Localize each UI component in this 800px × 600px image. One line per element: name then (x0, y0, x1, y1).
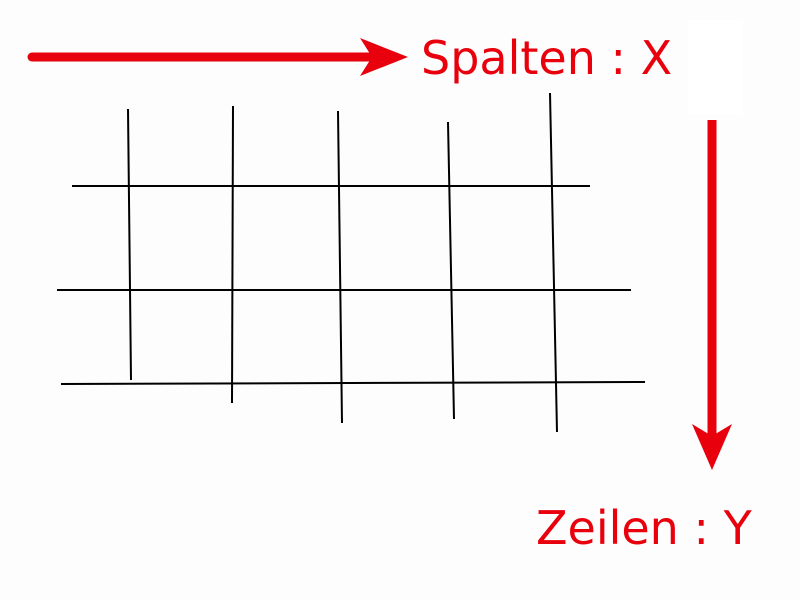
arrow-down-icon (692, 120, 732, 470)
columns-x-label: Spalten : X (421, 31, 673, 85)
label-background-patch (688, 20, 743, 115)
arrow-right-icon (27, 38, 408, 76)
rows-y-label: Zeilen : Y (536, 501, 752, 555)
grid-column-line (447, 121, 455, 420)
x-arrow-head (360, 38, 408, 76)
grid-column-line (127, 108, 132, 381)
grid-column-line (231, 105, 234, 404)
grid (57, 92, 646, 433)
grid-column-line (549, 92, 558, 433)
grid-column-line (337, 110, 343, 424)
y-arrow-head (692, 424, 732, 470)
grid-row-line (60, 381, 646, 385)
